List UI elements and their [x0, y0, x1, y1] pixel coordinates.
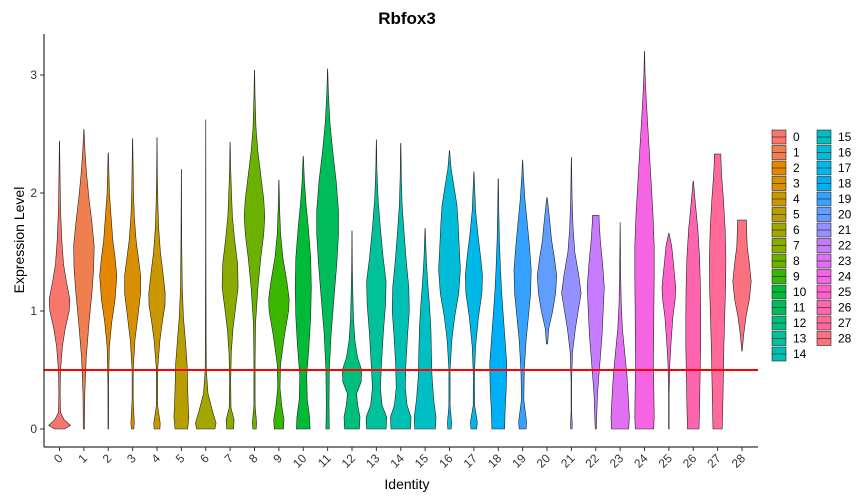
- x-tick-label: 16: [436, 451, 456, 471]
- x-tick-label: 22: [583, 451, 603, 471]
- x-tick-label: 1: [75, 451, 90, 466]
- x-tick-label: 10: [290, 451, 310, 471]
- x-tick-label: 4: [148, 451, 163, 466]
- legend-label-6: 6: [793, 223, 800, 237]
- violin-2: [99, 152, 118, 430]
- x-tick-label: 19: [509, 451, 529, 471]
- legend-label-4: 4: [793, 192, 800, 206]
- legend-label-1: 1: [793, 146, 800, 160]
- violin-13: [365, 139, 388, 430]
- legend-label-7: 7: [793, 239, 800, 253]
- legend-label-24: 24: [838, 270, 852, 284]
- legend-label-22: 22: [838, 239, 852, 253]
- x-tick-label: 15: [412, 451, 432, 471]
- x-tick-label: 21: [558, 451, 578, 471]
- x-tick-label: 23: [607, 451, 627, 471]
- y-tick-label: 3: [30, 68, 37, 82]
- x-tick-label: 0: [51, 451, 66, 466]
- x-tick-label: 3: [124, 451, 139, 466]
- x-tick-label: 5: [173, 451, 188, 466]
- legend-label-28: 28: [838, 332, 852, 346]
- y-tick-label: 2: [30, 186, 37, 200]
- violin-18: [489, 178, 508, 430]
- violin-11: [316, 68, 339, 430]
- x-tick-label: 28: [729, 451, 749, 471]
- legend-label-11: 11: [793, 301, 806, 315]
- legend-label-26: 26: [838, 301, 852, 315]
- y-ticks: 0 1 2 3: [30, 68, 44, 436]
- x-ticks: 0 1 2 3 4 5 6 7 8 9 10 11 12 13 14 15 16 17 18 19 20 21 22 23 24…: [51, 447, 748, 471]
- legend-label-16: 16: [838, 146, 852, 160]
- violin-20: [536, 197, 558, 345]
- violin-19: [513, 159, 532, 430]
- violin-0: [48, 140, 71, 430]
- legend-label-20: 20: [838, 208, 852, 222]
- x-tick-label: 18: [485, 451, 505, 471]
- legend-label-14: 14: [793, 347, 807, 361]
- legend-label-18: 18: [838, 177, 852, 191]
- violin-8: [243, 70, 266, 430]
- violin-24: [634, 51, 655, 430]
- legend-label-23: 23: [838, 254, 852, 268]
- x-tick-label: 14: [388, 451, 408, 471]
- y-axis-title: Expression Level: [11, 187, 27, 294]
- x-tick-label: 2: [100, 451, 115, 466]
- violin-9: [268, 179, 290, 430]
- violin-17: [464, 171, 483, 430]
- violin-12: [341, 230, 363, 430]
- x-tick-label: 26: [680, 451, 700, 471]
- violin-16: [438, 150, 461, 430]
- x-tick-label: 9: [270, 451, 285, 466]
- violin-26: [685, 180, 701, 430]
- legend-label-2: 2: [793, 161, 800, 175]
- legend-label-8: 8: [793, 254, 800, 268]
- legend-label-19: 19: [838, 192, 852, 206]
- chart-title: Rbfox3: [378, 9, 436, 28]
- x-tick-label: 17: [461, 451, 481, 471]
- violin-3: [124, 138, 141, 430]
- x-axis-title: Identity: [384, 476, 429, 492]
- violin-7: [221, 142, 239, 430]
- violin-28: [732, 219, 752, 352]
- violin-14: [390, 143, 412, 430]
- legend: 0123456789101112131415161718192021222324…: [771, 129, 852, 362]
- legend-label-9: 9: [793, 270, 800, 284]
- violin-22: [586, 215, 605, 430]
- violin-1: [73, 129, 95, 430]
- violin-27: [709, 153, 727, 430]
- violin-15: [413, 228, 437, 430]
- x-tick-label: 24: [631, 451, 651, 471]
- violin-25: [661, 232, 677, 430]
- violin-23: [610, 222, 630, 430]
- y-tick-label: 1: [30, 304, 37, 318]
- x-tick-label: 11: [315, 451, 334, 470]
- x-tick-label: 13: [363, 451, 383, 471]
- x-tick-label: 25: [656, 451, 676, 471]
- x-tick-label: 27: [704, 451, 724, 471]
- x-tick-label: 20: [534, 451, 554, 471]
- x-tick-label: 7: [222, 451, 237, 466]
- legend-label-25: 25: [838, 285, 852, 299]
- legend-label-10: 10: [793, 285, 807, 299]
- violin-5: [173, 169, 190, 430]
- violin-4: [148, 137, 166, 430]
- violin-10: [294, 156, 312, 430]
- legend-label-3: 3: [793, 177, 800, 191]
- violin-6: [195, 119, 217, 430]
- x-tick-label: 12: [339, 451, 359, 471]
- legend-label-0: 0: [793, 130, 800, 144]
- legend-label-21: 21: [838, 223, 852, 237]
- legend-label-13: 13: [793, 332, 807, 346]
- violin-layer: [48, 51, 752, 430]
- legend-label-27: 27: [838, 316, 852, 330]
- x-tick-label: 8: [246, 451, 261, 466]
- legend-label-15: 15: [838, 130, 852, 144]
- legend-label-5: 5: [793, 208, 800, 222]
- legend-label-17: 17: [838, 161, 852, 175]
- violin-21: [561, 157, 582, 430]
- legend-label-12: 12: [793, 316, 807, 330]
- x-tick-label: 6: [197, 451, 212, 466]
- y-tick-label: 0: [30, 422, 37, 436]
